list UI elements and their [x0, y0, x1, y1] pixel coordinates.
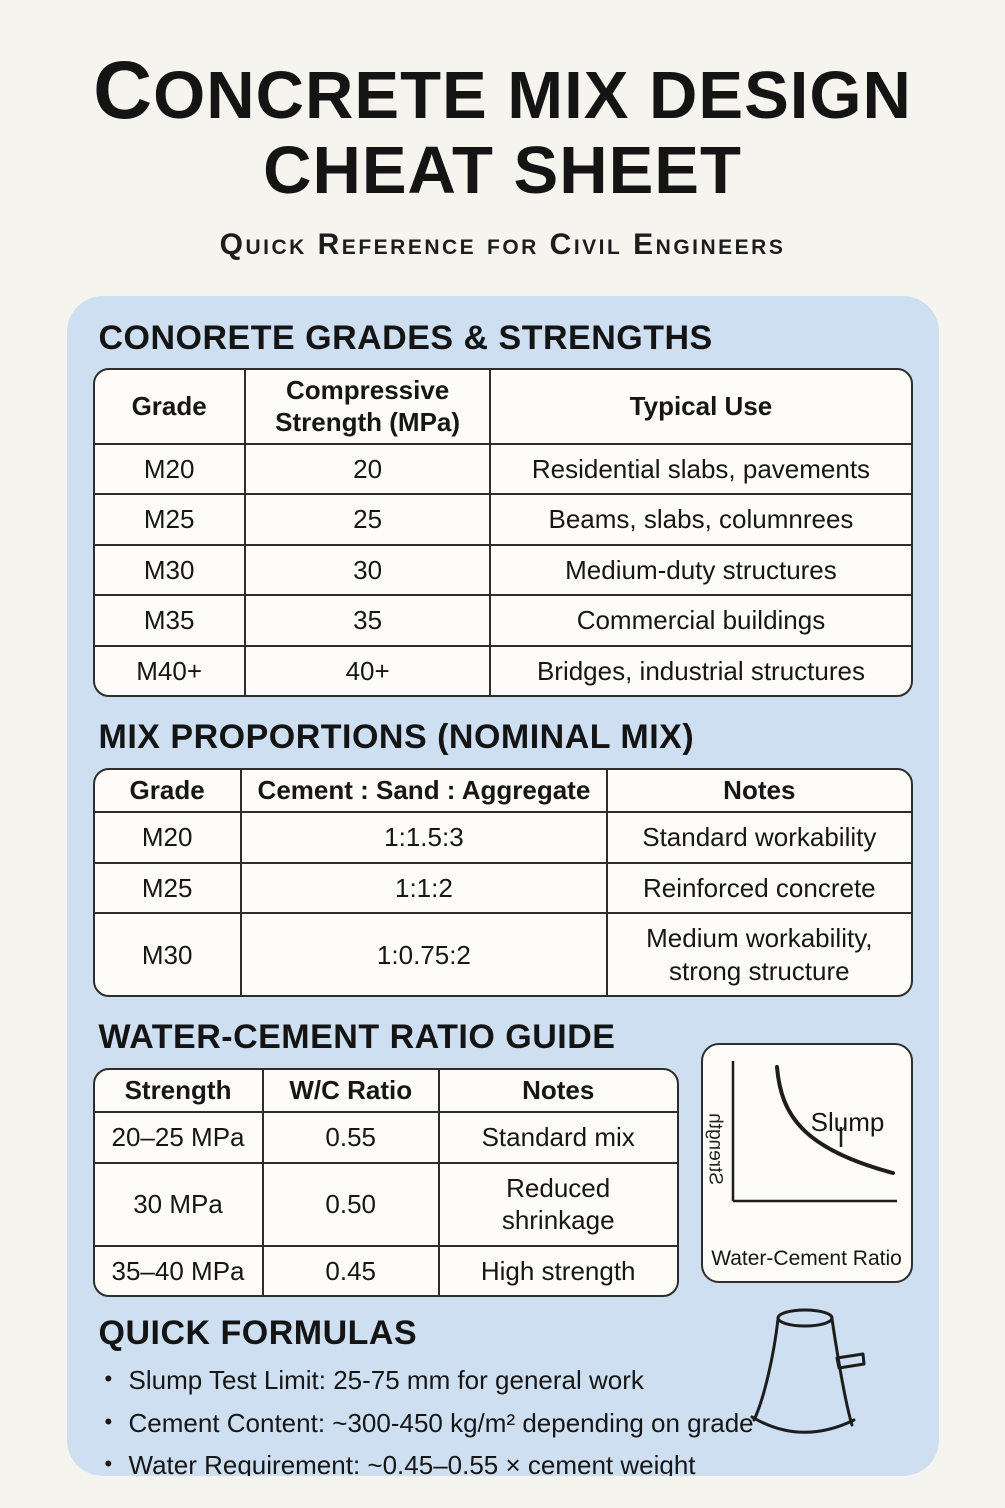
grade-cell: M35 [94, 594, 244, 645]
section-formulas: QUICK FORMULAS Slump Test Limit: 25-75 m… [93, 1308, 913, 1476]
strength-cell: 40+ [243, 644, 490, 696]
table-row: M20 20 Residential slabs, pavements [94, 442, 911, 494]
table-row: 30 MPa 0.50 Reduced shrinkage [94, 1161, 677, 1245]
mix-table: Grade Cement : Sand : Aggregate Notes M2… [92, 768, 913, 998]
column-header-notes: Notes [437, 1070, 677, 1112]
grade-cell: M30 [94, 912, 240, 995]
column-header-strength: Strength [124, 1075, 232, 1106]
section-mix: MIX PROPORTIONS (NOMINAL MIX) Grade Ceme… [92, 717, 913, 998]
strength-cell: 35 [243, 594, 490, 645]
table-row: M30 30 Medium-duty structures [94, 543, 911, 595]
slump-cone-icon [750, 1308, 865, 1435]
wc-table-column: WATER-CEMENT RATIO GUIDE Strength W/C Ra… [92, 1017, 679, 1298]
use-cell: Residential slabs, pavements [489, 442, 911, 494]
column-header-notes: Notes [606, 770, 910, 812]
notes-cell: High strength [437, 1244, 677, 1296]
cone-base-curve [750, 1415, 855, 1435]
column-header-strength: Compressive Strength (MPa) [243, 370, 490, 443]
formula-item: Cement Content: ~300-450 kg/m² depending… [101, 1407, 913, 1440]
grade-cell: M40+ [94, 644, 244, 696]
slump-curve [774, 1065, 895, 1176]
grade-cell: M30 [94, 543, 244, 595]
formula-item: Slump Test Limit: 25-75 mm for general w… [101, 1364, 913, 1397]
cone-handle [835, 1352, 865, 1370]
strength-cell: 30 MPa [94, 1161, 262, 1245]
notes-cell: Standard mix [437, 1111, 677, 1162]
cone-left-side [752, 1317, 779, 1422]
masthead: CONCRETE MIX DESIGN CHEAT SHEET Quick Re… [0, 0, 1005, 262]
wc-chart-card: Strength Slump Water-Cement Ratio [700, 1043, 913, 1284]
page-subtitle: Quick Reference for Civil Engineers [219, 227, 786, 261]
grade-cell: M20 [94, 442, 244, 494]
table-header-row: Grade Cement : Sand : Aggregate Notes [95, 770, 911, 812]
column-header-grade: Grade [131, 391, 207, 422]
wc-ratio-cell: 0.45 [261, 1244, 438, 1296]
slump-chart-svg [731, 1061, 897, 1203]
grades-heading: CONORETE GRADES & STRENGTHS [98, 318, 713, 357]
strength-cell: 25 [243, 493, 490, 544]
strength-cell: 35–40 MPa [94, 1244, 262, 1295]
grade-cell: M25 [94, 493, 244, 544]
formula-item: Water Requirement: ~0.45–0.55 × cement w… [101, 1449, 913, 1476]
table-header-row: Strength W/C Ratio Notes [95, 1070, 677, 1112]
cone-right-side [830, 1317, 853, 1427]
formulas-heading: QUICK FORMULAS [98, 1314, 418, 1353]
table-row: M35 35 Commercial buildings [94, 594, 911, 645]
page-title-line-2: CHEAT SHEET [263, 132, 742, 208]
strength-cell: 20–25 MPa [94, 1111, 262, 1162]
table-row: M20 1:1.5:3 Standard workability [94, 811, 911, 862]
grades-table: Grade Compressive Strength (MPa) Typical… [92, 368, 913, 698]
ratio-cell: 1:1.5:3 [239, 811, 607, 862]
table-header-row: Grade Compressive Strength (MPa) Typical… [95, 370, 911, 443]
table-row: 35–40 MPa 0.45 High strength [94, 1244, 677, 1296]
ratio-cell: 1:0.75:2 [239, 912, 607, 996]
mix-heading: MIX PROPORTIONS (NOMINAL MIX) [98, 718, 695, 757]
chart-x-axis-label: Water-Cement Ratio [711, 1247, 902, 1271]
wc-table: Strength W/C Ratio Notes 20–25 MPa 0.55 … [92, 1068, 679, 1298]
use-cell: Beams, slabs, columnrees [489, 493, 911, 544]
use-cell: Medium-duty structures [489, 543, 911, 595]
page-title-line-1: CONCRETE MIX DESIGN [93, 45, 912, 136]
wc-heading: WATER-CEMENT RATIO GUIDE [98, 1018, 616, 1057]
wc-ratio-cell: 0.50 [261, 1161, 438, 1245]
cone-top-ellipse [776, 1308, 833, 1328]
table-row: 20–25 MPa 0.55 Standard mix [94, 1111, 677, 1162]
content-panel: CONORETE GRADES & STRENGTHS Grade Compre… [66, 295, 939, 1476]
use-cell: Bridges, industrial structures [489, 644, 911, 696]
wc-ratio-cell: 0.55 [261, 1111, 438, 1162]
use-cell: Commercial buildings [489, 594, 911, 645]
section-grades: CONORETE GRADES & STRENGTHS Grade Compre… [92, 318, 913, 698]
ratio-cell: 1:1:2 [239, 861, 607, 913]
table-row: M30 1:0.75:2 Medium workability, strong … [94, 912, 911, 996]
notes-cell: Medium workability, strong structure [606, 912, 911, 996]
strength-cell: 30 [243, 543, 490, 595]
notes-cell: Standard workability [606, 811, 911, 862]
column-header-ratio: Cement : Sand : Aggregate [239, 770, 606, 812]
notes-cell: Reduced shrinkage [437, 1161, 677, 1245]
section-water-cement: WATER-CEMENT RATIO GUIDE Strength W/C Ra… [92, 1017, 913, 1298]
grade-cell: M20 [94, 811, 240, 862]
formulas-list: Slump Test Limit: 25-75 mm for general w… [101, 1364, 913, 1476]
column-header-grade: Grade [129, 775, 205, 806]
strength-cell: 20 [243, 442, 490, 494]
slump-annotation: Slump [810, 1107, 885, 1138]
table-row: M40+ 40+ Bridges, industrial structures [94, 644, 911, 696]
column-header-wc-ratio: W/C Ratio [261, 1070, 438, 1112]
notes-cell: Reinforced concrete [606, 861, 911, 913]
grade-cell: M25 [94, 861, 240, 913]
column-header-use: Typical Use [489, 370, 910, 443]
table-row: M25 1:1:2 Reinforced concrete [94, 861, 911, 913]
table-row: M25 25 Beams, slabs, columnrees [94, 493, 911, 544]
